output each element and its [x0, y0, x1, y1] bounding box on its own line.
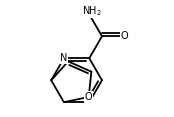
Text: O: O	[85, 92, 93, 102]
Text: N: N	[60, 53, 68, 63]
Text: NH$_2$: NH$_2$	[82, 4, 101, 18]
Text: O: O	[121, 31, 128, 41]
